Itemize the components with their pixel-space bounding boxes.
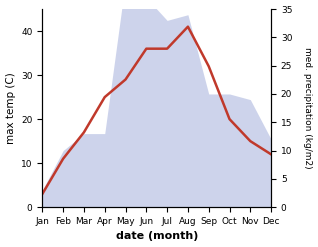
- X-axis label: date (month): date (month): [115, 231, 198, 242]
- Y-axis label: med. precipitation (kg/m2): med. precipitation (kg/m2): [303, 47, 313, 169]
- Y-axis label: max temp (C): max temp (C): [5, 72, 16, 144]
